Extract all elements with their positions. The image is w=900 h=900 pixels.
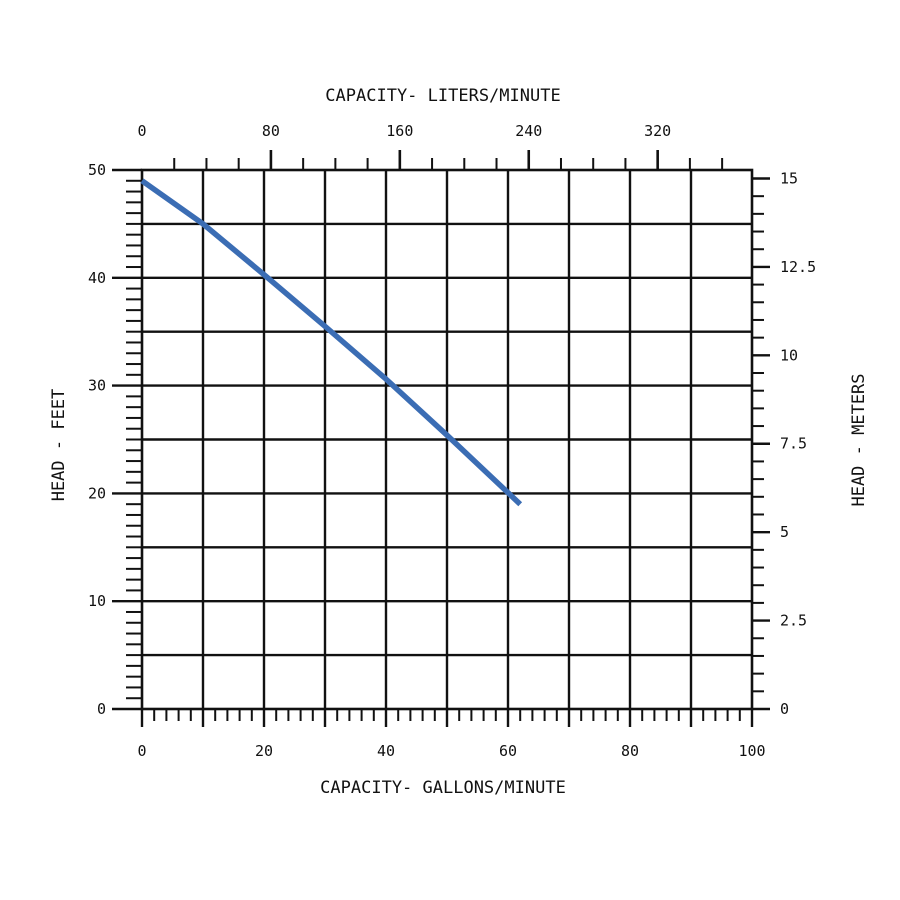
x-top-tick-label: 80 [262, 122, 280, 140]
y-right-tick-label: 12.5 [780, 258, 816, 276]
x-top-tick-label: 320 [644, 122, 671, 140]
x-bottom-tick-label: 60 [499, 742, 517, 760]
series-layer [140, 178, 523, 507]
x-bottom-tick-label: 40 [377, 742, 395, 760]
y-right-tick-label: 2.5 [780, 612, 807, 630]
y-axis-right-title: HEAD - METERS [849, 373, 869, 506]
x-bottom-tick-label: 0 [137, 742, 146, 760]
y-left-tick-label: 30 [88, 377, 106, 395]
x-bottom-tick-label: 20 [255, 742, 273, 760]
minor-ticks [112, 150, 770, 727]
x-top-tick-label: 160 [386, 122, 413, 140]
grid-lines [142, 170, 752, 709]
y-right-tick-label: 10 [780, 346, 798, 364]
x-bottom-tick-label: 80 [621, 742, 639, 760]
y-left-tick-label: 10 [88, 592, 106, 610]
tick-labels: 0 20 40 60 80 100 0 80 160 240 320 0 10 20 30 40 50 0 2.5 5… [88, 122, 816, 760]
y-left-tick-label: 40 [88, 269, 106, 287]
y-right-tick-label: 15 [780, 169, 798, 187]
x-bottom-tick-label: 100 [738, 742, 765, 760]
y-right-tick-label: 0 [780, 700, 789, 718]
y-right-tick-label: 5 [780, 523, 789, 541]
x-axis-top-title: CAPACITY- LITERS/MINUTE [325, 86, 560, 106]
y-right-tick-label: 7.5 [780, 435, 807, 453]
plot-frame [140, 168, 754, 711]
y-left-tick-label: 20 [88, 484, 106, 502]
y-left-tick-label: 0 [97, 700, 106, 718]
x-top-tick-label: 0 [137, 122, 146, 140]
performance-curve-line [140, 178, 523, 507]
plot-border [140, 168, 754, 711]
x-axis-bottom-title: CAPACITY- GALLONS/MINUTE [320, 778, 566, 798]
y-axis-left-title: HEAD - FEET [49, 389, 69, 502]
y-left-tick-label: 50 [88, 161, 106, 179]
x-top-tick-label: 240 [515, 122, 542, 140]
